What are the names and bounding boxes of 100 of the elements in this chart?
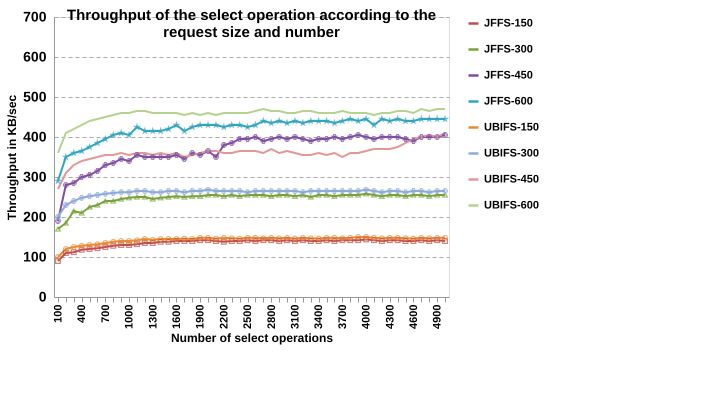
y-tick-label: 100: [23, 248, 47, 264]
x-tick-label: 1000: [124, 304, 136, 329]
point: [150, 189, 156, 196]
point: [181, 189, 188, 196]
point: [181, 236, 188, 242]
point: [410, 138, 416, 144]
point: [220, 142, 227, 148]
point: [371, 234, 377, 241]
point: [158, 238, 164, 245]
point: [118, 242, 124, 248]
point: [284, 237, 290, 244]
point: [347, 134, 354, 140]
point: [426, 238, 432, 244]
point: [166, 194, 172, 200]
point: [150, 240, 156, 246]
point: [378, 194, 385, 199]
point: [394, 134, 401, 140]
point: [126, 242, 132, 248]
y-tick-label: 600: [23, 48, 47, 64]
point: [284, 188, 290, 194]
x-tick-label: 3700: [336, 304, 349, 329]
point: [426, 194, 432, 199]
point: [150, 154, 156, 160]
point: [402, 189, 408, 196]
point: [197, 152, 204, 158]
point: [70, 208, 77, 214]
point: [205, 192, 211, 198]
point: [276, 134, 282, 140]
point: [70, 198, 77, 204]
point: [86, 246, 92, 252]
point: [228, 192, 235, 198]
point: [402, 194, 408, 199]
point: [213, 236, 219, 242]
point: [134, 237, 140, 244]
point: [213, 188, 219, 194]
point: [134, 188, 140, 194]
point: [86, 242, 92, 248]
point: [252, 238, 258, 244]
point: [418, 234, 424, 241]
point: [134, 194, 140, 200]
point: [142, 188, 148, 194]
point: [110, 190, 116, 196]
x-tick-label: 4600: [408, 304, 420, 329]
point: [386, 237, 393, 244]
legend-label: UBIFS-450: [484, 174, 540, 186]
point: [220, 238, 227, 245]
point: [86, 172, 92, 178]
point: [268, 194, 274, 199]
x-axis-title: Number of select operations: [170, 330, 334, 345]
point: [410, 238, 416, 244]
legend-label: JFFS-300: [484, 44, 533, 56]
text: request size and number: [163, 24, 340, 41]
point: [166, 236, 172, 242]
legend-label: JFFS-150: [484, 18, 533, 30]
point: [110, 238, 116, 245]
point: [371, 192, 377, 198]
point: [434, 234, 440, 241]
point: [292, 236, 298, 242]
point: [434, 134, 440, 140]
point: [347, 234, 354, 241]
point: [55, 258, 61, 264]
point: [78, 246, 85, 253]
point: [62, 246, 69, 252]
point: [418, 237, 424, 244]
point: [402, 136, 408, 142]
point: [316, 192, 322, 198]
point: [158, 236, 164, 242]
point: [228, 235, 235, 242]
point: [102, 190, 108, 197]
point: [378, 134, 385, 140]
point: [110, 160, 116, 166]
x-tick-label: 400: [76, 304, 88, 323]
point: [355, 188, 362, 194]
point: [78, 174, 85, 180]
point: [268, 234, 274, 241]
point: [292, 134, 298, 140]
point: [268, 136, 274, 142]
point: [62, 202, 69, 208]
x-tick-label: 1300: [147, 304, 160, 329]
point: [410, 236, 416, 242]
point: [426, 189, 432, 196]
point: [94, 168, 100, 174]
y-axis-title: Throughput in KB/sec: [5, 94, 20, 220]
point: [94, 241, 100, 248]
legend-label: JFFS-600: [484, 96, 533, 108]
point: [94, 192, 100, 198]
point: [324, 192, 330, 198]
point: [94, 245, 100, 252]
point: [284, 136, 290, 142]
point: [213, 192, 219, 198]
x-tick-label: 2500: [242, 304, 254, 329]
y-tick-label: 0: [38, 288, 47, 304]
point: [268, 188, 274, 194]
point: [244, 192, 250, 198]
y-tick-label: 400: [23, 128, 47, 144]
point: [324, 237, 330, 244]
point: [55, 226, 61, 232]
x-tick-label: 2200: [218, 304, 230, 329]
point: [244, 237, 250, 244]
x-tick-label: 1600: [170, 304, 183, 329]
